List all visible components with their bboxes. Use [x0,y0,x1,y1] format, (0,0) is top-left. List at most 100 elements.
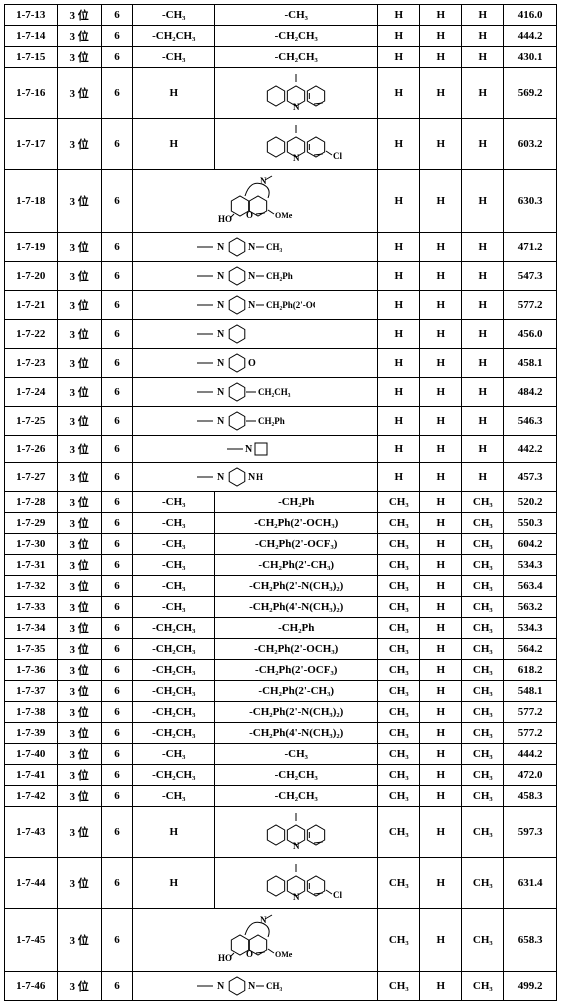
r3: CH₃ [378,555,420,576]
r4: H [420,233,462,262]
svg-text:Cl: Cl [333,151,342,161]
r4: H [420,702,462,723]
table-row: 1-7-353 位6-CH₂CH₃-CH₂Ph(2'-OCH₃)CH₃HCH₃5… [5,639,557,660]
r3: CH₃ [378,492,420,513]
r3: CH₃ [378,681,420,702]
r5: CH₃ [462,723,504,744]
r2: -CH₃ [215,744,378,765]
structure-icon: NCH₂Ph [195,409,315,433]
position: 3 位 [57,639,101,660]
svg-text:O: O [246,210,253,220]
r4: H [420,119,462,170]
molecular-weight: 458.3 [504,786,557,807]
r4: H [420,492,462,513]
r1: -CH₃ [133,5,215,26]
n-value: 6 [101,807,133,858]
r4: H [420,786,462,807]
table-row: 1-7-163 位6HNHHH569.2 [5,68,557,119]
n-value: 6 [101,233,133,262]
position: 3 位 [57,660,101,681]
r4: H [420,639,462,660]
svg-text:O: O [248,358,256,369]
position: 3 位 [57,555,101,576]
r3: H [378,320,420,349]
molecular-weight: 534.3 [504,555,557,576]
svg-text:N: N [260,176,267,186]
r2: N [215,68,378,119]
r1: -CH₃ [133,744,215,765]
svg-text:N: N [248,300,256,311]
table-row: 1-7-443 位6HNClCH₃HCH₃631.4 [5,858,557,909]
compound-id: 1-7-16 [5,68,58,119]
r2: -CH₂CH₃ [215,786,378,807]
r3: CH₃ [378,786,420,807]
svg-text:N: N [217,300,225,311]
compound-id: 1-7-23 [5,349,58,378]
r5: H [462,463,504,492]
n-value: 6 [101,320,133,349]
compound-id: 1-7-35 [5,639,58,660]
r3: H [378,47,420,68]
r3: CH₃ [378,858,420,909]
compound-id: 1-7-14 [5,26,58,47]
r3: CH₃ [378,660,420,681]
r1: -CH₂CH₃ [133,618,215,639]
r5: H [462,47,504,68]
r5: CH₃ [462,786,504,807]
r2: -CH₂Ph(4'-N(CH₃)₂) [215,723,378,744]
position: 3 位 [57,597,101,618]
n-value: 6 [101,378,133,407]
r3: CH₃ [378,534,420,555]
r4: H [420,320,462,349]
r3: CH₃ [378,597,420,618]
molecular-weight: 631.4 [504,858,557,909]
r5: CH₃ [462,576,504,597]
svg-text:CH₂Ph(2'-OCH₃): CH₂Ph(2'-OCH₃) [266,300,315,310]
n-value: 6 [101,291,133,320]
n-value: 6 [101,5,133,26]
compound-id: 1-7-17 [5,119,58,170]
compound-id: 1-7-25 [5,407,58,436]
r4: H [420,972,462,1001]
table-row: 1-7-423 位6-CH₃-CH₂CH₃CH₃HCH₃458.3 [5,786,557,807]
r4: H [420,407,462,436]
compound-id: 1-7-42 [5,786,58,807]
r2: -CH₂CH₃ [215,26,378,47]
position: 3 位 [57,909,101,972]
r4: H [420,858,462,909]
r1: H [133,858,215,909]
position: 3 位 [57,513,101,534]
structure-icon: NNCH₂Ph [195,264,315,288]
position: 3 位 [57,681,101,702]
compound-id: 1-7-37 [5,681,58,702]
table-row: 1-7-373 位6-CH₂CH₃-CH₂Ph(2'-CH₃)CH₃HCH₃54… [5,681,557,702]
n-value: 6 [101,436,133,463]
svg-text:N: N [217,472,225,483]
r2: NCl [215,119,378,170]
r1: -CH₃ [133,534,215,555]
r2: -CH₂Ph(2'-OCF₃) [215,534,378,555]
r2: -CH₂Ph(2'-OCF₃) [215,660,378,681]
r5: CH₃ [462,972,504,1001]
table-row: 1-7-293 位6-CH₃-CH₂Ph(2'-OCH₃)CH₃HCH₃550.… [5,513,557,534]
compound-id: 1-7-31 [5,555,58,576]
compound-id: 1-7-20 [5,262,58,291]
r3: CH₃ [378,639,420,660]
position: 3 位 [57,291,101,320]
compound-id: 1-7-38 [5,702,58,723]
compound-id: 1-7-22 [5,320,58,349]
r5: CH₃ [462,765,504,786]
r5: H [462,378,504,407]
table-row: 1-7-143 位6-CH₂CH₃-CH₂CH₃HHH444.2 [5,26,557,47]
r1: -CH₂CH₃ [133,660,215,681]
r4: H [420,597,462,618]
r1: -CH₃ [133,597,215,618]
compound-id: 1-7-29 [5,513,58,534]
svg-text:N: N [217,416,225,427]
molecular-weight: 520.2 [504,492,557,513]
r3: CH₃ [378,702,420,723]
n-value: 6 [101,349,133,378]
n-value: 6 [101,534,133,555]
n-value: 6 [101,262,133,291]
svg-text:HO: HO [218,953,232,963]
